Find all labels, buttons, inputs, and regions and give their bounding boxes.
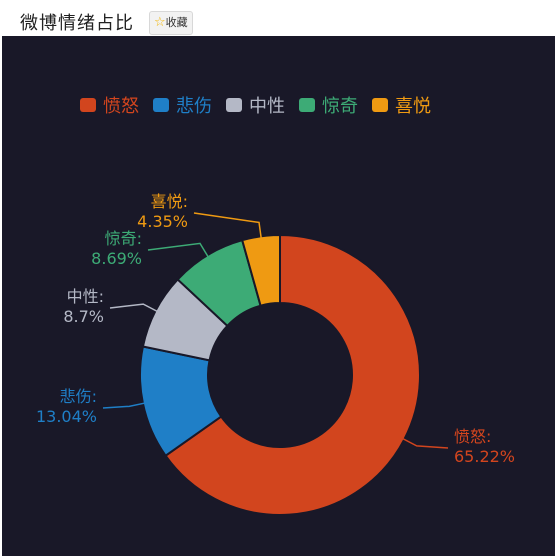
legend-swatch-3 <box>299 98 315 112</box>
slice-value-label-2: 8.7% <box>63 307 104 326</box>
slice-value-label-4: 4.35% <box>137 212 188 231</box>
legend-item-3[interactable]: 惊奇 <box>299 92 358 118</box>
favorite-button[interactable]: ☆收藏 <box>149 11 193 35</box>
legend-swatch-4 <box>372 98 388 112</box>
leader-line-3 <box>147 242 209 258</box>
leader-line-4 <box>193 212 262 239</box>
legend-item-2[interactable]: 中性 <box>226 92 285 118</box>
legend-label-3: 惊奇 <box>322 96 358 117</box>
legend-label-4: 喜悦 <box>395 96 431 117</box>
slice-0[interactable] <box>164 233 421 516</box>
leader-line-0 <box>402 437 449 449</box>
legend-label-1: 悲伤 <box>176 96 212 117</box>
legend-item-0[interactable]: 愤怒 <box>80 92 139 118</box>
favorite-label: 收藏 <box>165 16 188 29</box>
leader-line-1 <box>102 402 146 409</box>
legend-item-1[interactable]: 悲伤 <box>153 92 212 118</box>
slice-name-label-2: 中性: <box>67 287 104 306</box>
star-icon: ☆ <box>154 15 166 30</box>
slice-name-label-0: 愤怒: <box>454 427 491 446</box>
slice-name-label-4: 喜悦: <box>151 192 188 211</box>
page-title: 微博情绪占比 <box>20 13 134 34</box>
legend-swatch-1 <box>153 98 169 112</box>
slice-value-label-3: 8.69% <box>91 249 142 268</box>
legend-swatch-2 <box>226 98 242 112</box>
slice-4[interactable] <box>240 233 281 307</box>
slice-value-label-1: 13.04% <box>36 407 97 426</box>
chart-legend: 愤怒 悲伤 中性 惊奇 喜悦 <box>80 92 431 118</box>
legend-label-0: 愤怒 <box>103 96 139 117</box>
legend-swatch-0 <box>80 98 96 112</box>
slice-name-label-1: 悲伤: <box>60 387 97 406</box>
legend-label-2: 中性 <box>249 96 285 117</box>
leader-line-2 <box>109 303 158 313</box>
legend-item-4[interactable]: 喜悦 <box>372 92 431 118</box>
slice-value-label-0: 65.22% <box>454 447 515 466</box>
title-bar: 微博情绪占比 ☆收藏 <box>0 0 556 36</box>
slice-name-label-3: 惊奇: <box>105 229 142 248</box>
